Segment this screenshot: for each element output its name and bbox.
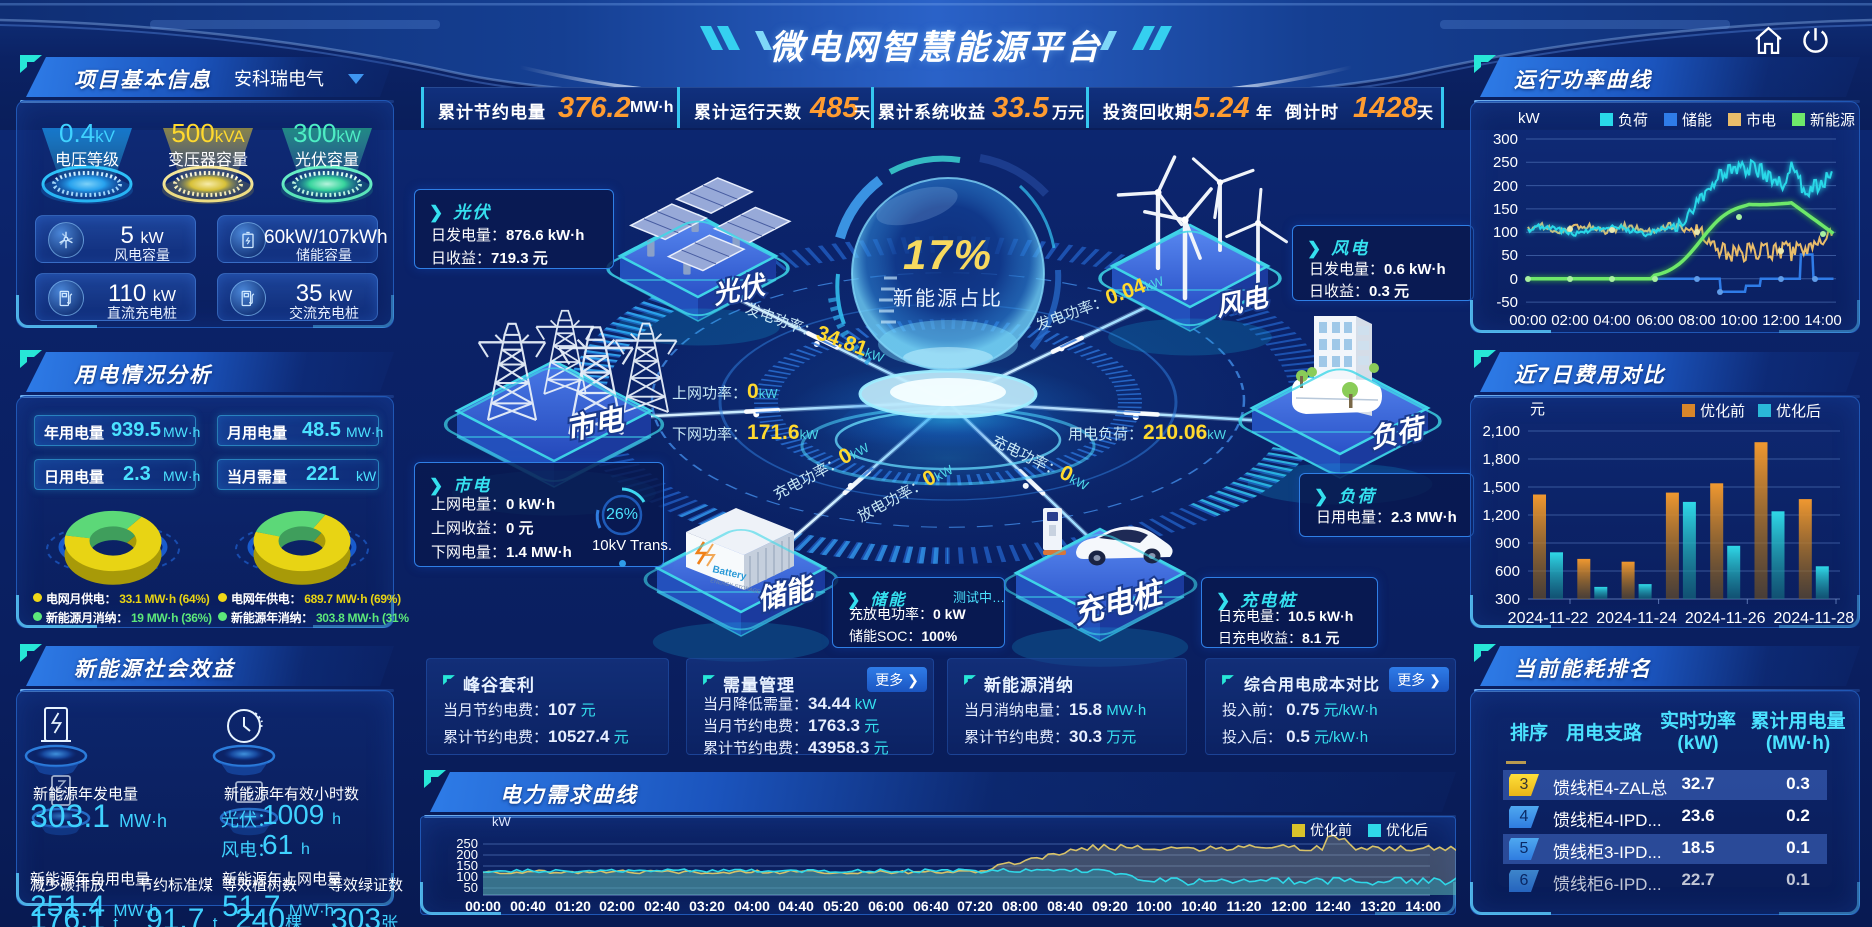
svg-text:2,100: 2,100 bbox=[1482, 423, 1520, 440]
svg-text:kW: kW bbox=[1518, 110, 1541, 127]
svg-text:50: 50 bbox=[464, 880, 478, 895]
svg-text:10:40: 10:40 bbox=[1181, 898, 1217, 914]
svg-text:负荷: 负荷 bbox=[1618, 112, 1648, 129]
svg-text:08:00: 08:00 bbox=[1678, 312, 1716, 329]
svg-text:08:00: 08:00 bbox=[1002, 898, 1038, 914]
svg-text:150: 150 bbox=[1493, 201, 1518, 218]
svg-text:13:20: 13:20 bbox=[1360, 898, 1396, 914]
svg-text:14:00: 14:00 bbox=[1405, 898, 1441, 914]
svg-text:900: 900 bbox=[1495, 535, 1520, 552]
svg-text:10:00: 10:00 bbox=[1720, 312, 1758, 329]
svg-text:00:00: 00:00 bbox=[1509, 312, 1547, 329]
svg-text:200: 200 bbox=[456, 847, 478, 862]
svg-text:100: 100 bbox=[1493, 224, 1518, 241]
svg-text:12:00: 12:00 bbox=[1271, 898, 1307, 914]
svg-text:12:00: 12:00 bbox=[1762, 312, 1800, 329]
svg-text:600: 600 bbox=[1495, 563, 1520, 580]
svg-text:优化前: 优化前 bbox=[1310, 822, 1352, 838]
svg-text:2024-11-26: 2024-11-26 bbox=[1685, 610, 1766, 627]
svg-text:1,800: 1,800 bbox=[1482, 451, 1520, 468]
svg-text:2024-11-22: 2024-11-22 bbox=[1508, 610, 1589, 627]
svg-text:06:00: 06:00 bbox=[1636, 312, 1674, 329]
svg-text:储能: 储能 bbox=[1682, 112, 1712, 129]
svg-text:04:00: 04:00 bbox=[1593, 312, 1631, 329]
svg-text:50: 50 bbox=[1501, 247, 1518, 264]
svg-text:1,200: 1,200 bbox=[1482, 507, 1520, 524]
svg-text:1,500: 1,500 bbox=[1482, 479, 1520, 496]
svg-text:市电: 市电 bbox=[1746, 112, 1776, 129]
svg-text:04:00: 04:00 bbox=[734, 898, 770, 914]
svg-text:优化后: 优化后 bbox=[1776, 403, 1821, 420]
svg-text:05:20: 05:20 bbox=[823, 898, 859, 914]
svg-text:2024-11-28: 2024-11-28 bbox=[1773, 610, 1854, 627]
svg-text:250: 250 bbox=[1493, 154, 1518, 171]
svg-text:02:00: 02:00 bbox=[1551, 312, 1589, 329]
svg-text:优化前: 优化前 bbox=[1700, 403, 1745, 420]
svg-text:01:20: 01:20 bbox=[555, 898, 591, 914]
svg-text:新能源占比: 新能源占比 bbox=[893, 287, 1003, 310]
svg-text:250: 250 bbox=[456, 836, 478, 851]
svg-text:08:40: 08:40 bbox=[1047, 898, 1083, 914]
svg-text:kW: kW bbox=[492, 816, 512, 829]
svg-text:0: 0 bbox=[1510, 271, 1518, 288]
svg-text:03:20: 03:20 bbox=[689, 898, 725, 914]
svg-text:150: 150 bbox=[456, 858, 478, 873]
svg-text:00:40: 00:40 bbox=[510, 898, 546, 914]
svg-text:新能源: 新能源 bbox=[1810, 112, 1855, 129]
svg-text:09:20: 09:20 bbox=[1092, 898, 1128, 914]
svg-text:02:00: 02:00 bbox=[599, 898, 635, 914]
svg-text:17%: 17% bbox=[903, 231, 993, 278]
svg-text:元: 元 bbox=[1530, 401, 1545, 418]
svg-text:06:00: 06:00 bbox=[868, 898, 904, 914]
svg-text:07:20: 07:20 bbox=[957, 898, 993, 914]
svg-text:200: 200 bbox=[1493, 178, 1518, 195]
svg-text:04:40: 04:40 bbox=[778, 898, 814, 914]
svg-text:11:20: 11:20 bbox=[1226, 898, 1261, 914]
svg-text:12:40: 12:40 bbox=[1315, 898, 1351, 914]
svg-text:300: 300 bbox=[1493, 131, 1518, 148]
svg-text:2024-11-24: 2024-11-24 bbox=[1596, 610, 1677, 627]
svg-text:300: 300 bbox=[1495, 591, 1520, 608]
svg-text:100: 100 bbox=[456, 869, 478, 884]
svg-text:00:00: 00:00 bbox=[465, 898, 501, 914]
svg-text:-50: -50 bbox=[1496, 294, 1518, 311]
svg-text:优化后: 优化后 bbox=[1386, 822, 1428, 838]
svg-text:06:40: 06:40 bbox=[913, 898, 949, 914]
svg-text:10:00: 10:00 bbox=[1136, 898, 1172, 914]
svg-text:14:00: 14:00 bbox=[1804, 312, 1842, 329]
svg-text:02:40: 02:40 bbox=[644, 898, 680, 914]
